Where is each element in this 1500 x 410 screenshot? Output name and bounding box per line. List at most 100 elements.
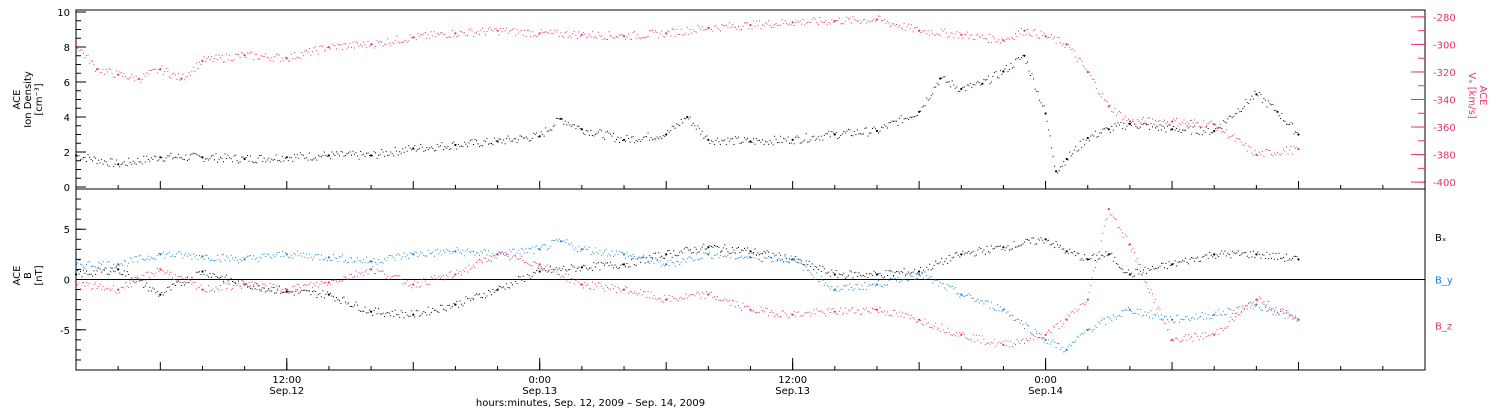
sample-dot <box>221 55 223 56</box>
sample-dot <box>1117 263 1119 265</box>
sample-dot <box>986 300 988 301</box>
sample-dot <box>1036 90 1038 92</box>
data-point <box>665 263 668 266</box>
sample-dot <box>1039 332 1041 334</box>
sample-dot <box>292 257 294 259</box>
sample-dot <box>808 21 810 23</box>
sample-dot <box>1195 313 1197 315</box>
sample-dot <box>585 248 587 250</box>
sample-dot <box>838 273 840 275</box>
sample-dot <box>697 259 699 261</box>
sample-dot <box>1260 257 1262 259</box>
sample-dot <box>884 284 885 286</box>
sample-dot <box>1218 127 1220 129</box>
sample-dot <box>1021 28 1022 29</box>
sample-dot <box>766 250 768 252</box>
sample-dot <box>473 251 474 252</box>
sample-dot <box>1093 253 1095 255</box>
sample-dot <box>852 289 854 291</box>
sample-dot <box>488 28 489 30</box>
sample-dot <box>498 285 500 287</box>
vx-tick-label: -400 <box>1433 178 1456 189</box>
sample-dot <box>676 260 678 262</box>
data-point <box>454 273 457 276</box>
sample-dot <box>1091 254 1093 256</box>
sample-dot <box>518 276 520 278</box>
sample-dot <box>336 48 337 50</box>
sample-dot <box>1099 93 1101 95</box>
sample-dot <box>98 159 100 161</box>
sample-dot <box>236 259 238 261</box>
sample-dot <box>482 27 483 29</box>
sample-dot <box>444 33 446 35</box>
sample-dot <box>1201 134 1203 136</box>
sample-dot <box>165 253 167 255</box>
sample-dot <box>1286 312 1287 314</box>
sample-dot <box>846 313 848 315</box>
data-point <box>665 32 668 35</box>
sample-dot <box>236 53 238 55</box>
sample-dot <box>897 124 899 126</box>
sample-dot <box>1164 119 1165 121</box>
sample-dot <box>847 289 849 291</box>
sample-dot <box>1135 313 1137 315</box>
sample-dot <box>709 251 711 253</box>
sample-dot <box>262 287 264 289</box>
sample-dot <box>274 256 276 258</box>
sample-dot <box>686 26 688 28</box>
sample-dot <box>358 309 360 311</box>
sample-dot <box>1183 130 1185 131</box>
sample-dot <box>1135 124 1137 126</box>
sample-dot <box>1094 81 1096 83</box>
sample-dot <box>186 76 188 78</box>
sample-dot <box>296 250 298 252</box>
sample-dot <box>923 324 925 326</box>
sample-dot <box>1018 57 1019 59</box>
sample-dot <box>390 277 392 279</box>
sample-dot <box>784 254 786 256</box>
sample-dot <box>1081 258 1083 260</box>
sample-dot <box>314 157 316 159</box>
sample-dot <box>1246 308 1248 310</box>
sample-dot <box>110 267 112 269</box>
sample-dot <box>1040 337 1042 339</box>
sample-dot <box>626 263 628 264</box>
sample-dot <box>1133 312 1135 314</box>
sample-dot <box>771 261 773 263</box>
sample-dot <box>838 310 840 312</box>
sample-dot <box>1042 105 1044 107</box>
sample-dot <box>896 120 897 122</box>
data-point <box>180 77 183 80</box>
sample-dot <box>670 300 672 302</box>
sample-dot <box>795 256 797 257</box>
sample-dot <box>855 312 857 314</box>
sample-dot <box>1192 316 1194 318</box>
data-point <box>791 258 794 261</box>
sample-dot <box>695 253 697 255</box>
sample-dot <box>870 312 872 314</box>
sample-dot <box>402 312 404 314</box>
sample-dot <box>725 144 727 146</box>
sample-dot <box>384 258 386 260</box>
sample-dot <box>325 154 327 156</box>
sample-dot <box>1230 309 1232 311</box>
sample-dot <box>459 271 461 272</box>
sample-dot <box>731 251 733 253</box>
sample-dot <box>853 288 855 290</box>
sample-dot <box>277 252 279 254</box>
sample-dot <box>397 253 399 255</box>
sample-dot <box>868 132 870 134</box>
sample-dot <box>1269 307 1271 309</box>
sample-dot <box>256 162 258 164</box>
sample-dot <box>367 152 369 154</box>
sample-dot <box>576 278 578 280</box>
sample-dot <box>1164 267 1165 269</box>
sample-dot <box>217 254 218 256</box>
sample-dot <box>263 253 265 255</box>
sample-dot <box>947 284 949 286</box>
sample-dot <box>363 275 365 277</box>
sample-dot <box>1060 320 1062 322</box>
sample-dot <box>262 55 264 57</box>
sample-dot <box>1072 310 1074 312</box>
sample-dot <box>1164 316 1165 318</box>
